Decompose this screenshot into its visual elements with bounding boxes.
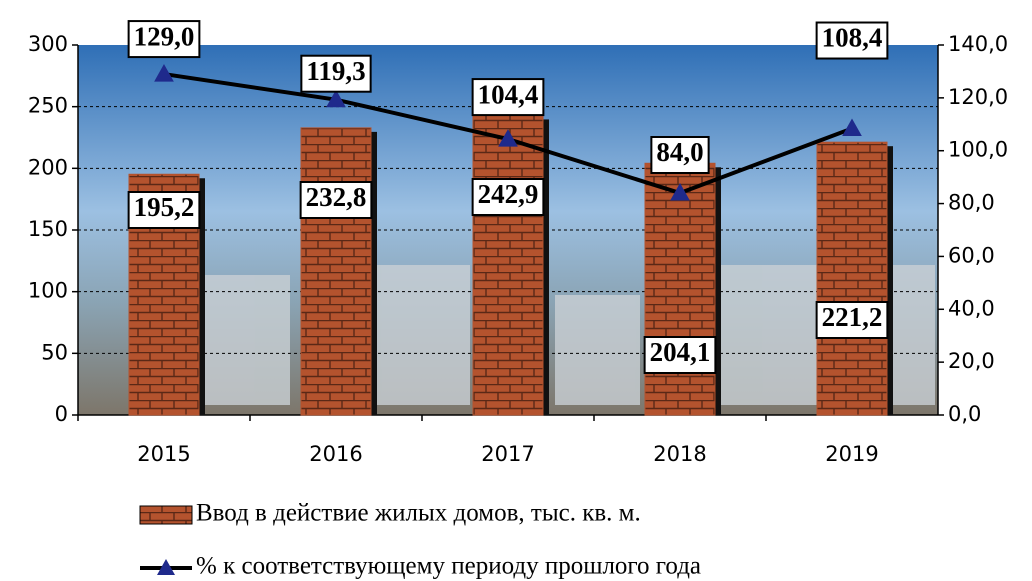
x-tick-label: 2017 (481, 442, 534, 466)
y-tick-label: 200 (28, 155, 68, 179)
legend-label: % к соответствующему периоду прошлого го… (196, 553, 701, 580)
y-tick-label: 150 (28, 217, 68, 241)
value-label: 221,2 (815, 301, 889, 339)
y-tick-label: 100 (28, 279, 68, 303)
value-label-box (815, 21, 889, 60)
legend-swatch (139, 505, 193, 525)
x-tick-label: 2015 (137, 442, 190, 466)
line-marker (326, 89, 346, 108)
line-marker (154, 64, 174, 82)
y2-tick-label: 20,0 (948, 349, 995, 373)
value-label-box (650, 136, 710, 174)
x-tick-label: 2016 (309, 442, 362, 466)
value-label-text: 204,1 (650, 337, 711, 367)
value-label-box (127, 20, 201, 59)
y-tick-label: 50 (41, 340, 68, 364)
value-label-box (471, 178, 545, 216)
line-marker (498, 129, 518, 147)
bar (300, 127, 372, 416)
y2-tick-label: 120,0 (948, 85, 1008, 109)
value-label-box (643, 336, 717, 374)
line-marker (842, 118, 862, 137)
legend-label: Ввод в действие жилых домов, тыс. кв. м. (196, 500, 641, 527)
legend-marker (157, 559, 175, 575)
value-label-text: 242,9 (478, 179, 539, 209)
value-label-box (815, 301, 889, 339)
value-label: 129,0 (127, 20, 201, 59)
value-label-box (471, 78, 545, 117)
y-tick-label: 0 (55, 402, 68, 426)
bar (644, 162, 716, 416)
y2-tick-label: 40,0 (948, 296, 995, 320)
y-tick-label: 300 (28, 32, 68, 56)
y2-tick-label: 60,0 (948, 243, 995, 267)
y2-tick-label: 100,0 (948, 138, 1008, 162)
value-label: 104,4 (471, 78, 545, 117)
value-label: 242,9 (471, 178, 545, 216)
value-label-text: 221,2 (822, 302, 883, 332)
value-label-text: 129,0 (134, 21, 195, 51)
y2-tick-label: 140,0 (948, 32, 1008, 56)
value-label: 84,0 (650, 136, 710, 174)
y2-tick-label: 0,0 (948, 402, 981, 426)
value-label-text: 119,3 (306, 56, 365, 86)
line-marker (670, 182, 690, 201)
y-tick-label: 250 (28, 94, 68, 118)
value-label: 195,2 (127, 191, 201, 229)
value-label: 232,8 (299, 181, 373, 219)
bar (472, 114, 544, 416)
value-label: 204,1 (643, 336, 717, 374)
bar (816, 141, 888, 416)
x-tick-label: 2018 (653, 442, 706, 466)
y2-tick-label: 80,0 (948, 191, 995, 215)
value-label-box (127, 191, 201, 229)
x-tick-label: 2019 (825, 442, 878, 466)
value-label-text: 108,4 (822, 23, 883, 53)
value-label-box (300, 54, 372, 93)
value-label-text: 232,8 (306, 182, 367, 212)
value-label-text: 104,4 (478, 79, 539, 109)
value-label-box (299, 181, 373, 219)
value-label: 108,4 (815, 21, 889, 60)
value-label: 119,3 (300, 54, 372, 93)
value-label-text: 195,2 (134, 192, 195, 222)
value-label-text: 84,0 (656, 137, 703, 167)
